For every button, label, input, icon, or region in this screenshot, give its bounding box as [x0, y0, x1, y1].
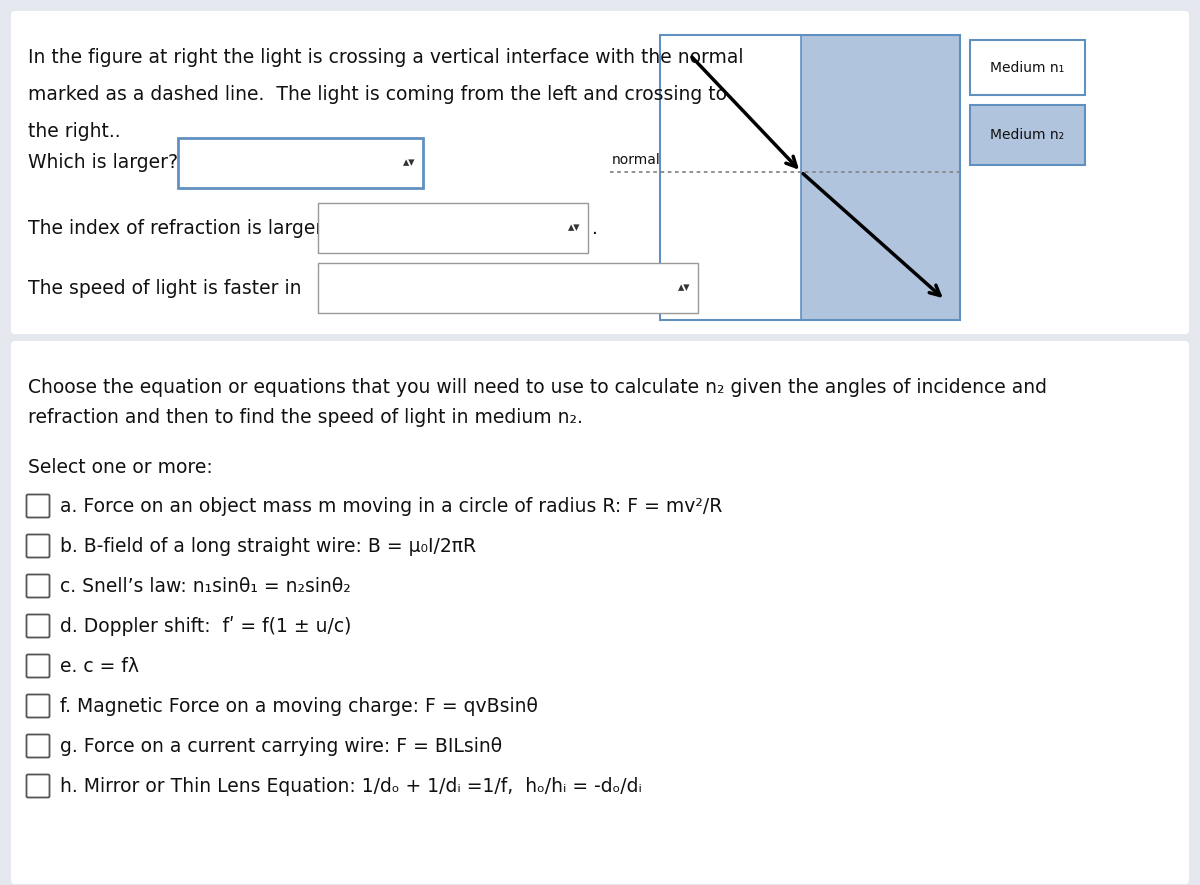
FancyBboxPatch shape: [26, 695, 49, 718]
FancyBboxPatch shape: [26, 574, 49, 597]
Text: Choose the equation or equations that you will need to use to calculate n₂ given: Choose the equation or equations that yo…: [28, 378, 1046, 397]
FancyBboxPatch shape: [11, 341, 1189, 884]
Text: ▴▾: ▴▾: [402, 157, 415, 170]
Text: normal: normal: [612, 153, 661, 166]
FancyBboxPatch shape: [26, 535, 49, 558]
Text: .: .: [592, 219, 598, 237]
FancyBboxPatch shape: [318, 263, 698, 313]
Text: g. Force on a current carrying wire: F = BILsinθ: g. Force on a current carrying wire: F =…: [60, 736, 502, 756]
Bar: [802, 35, 960, 320]
Text: e. c = fλ: e. c = fλ: [60, 657, 139, 675]
FancyBboxPatch shape: [318, 203, 588, 253]
Text: Medium n₁: Medium n₁: [990, 60, 1064, 74]
FancyBboxPatch shape: [11, 11, 1189, 334]
Text: ▴▾: ▴▾: [568, 221, 580, 235]
FancyBboxPatch shape: [26, 495, 49, 518]
Text: The speed of light is faster in: The speed of light is faster in: [28, 279, 301, 297]
FancyBboxPatch shape: [970, 105, 1085, 165]
FancyBboxPatch shape: [26, 774, 49, 797]
Bar: [660, 35, 802, 320]
Text: marked as a dashed line.  The light is coming from the left and crossing to: marked as a dashed line. The light is co…: [28, 85, 727, 104]
Text: Select one or more:: Select one or more:: [28, 458, 212, 477]
Text: Which is larger?: Which is larger?: [28, 153, 178, 173]
Text: d. Doppler shift:  fʹ = f(1 ± u/c): d. Doppler shift: fʹ = f(1 ± u/c): [60, 616, 352, 636]
FancyBboxPatch shape: [970, 40, 1085, 95]
Text: b. B-field of a long straight wire: B = μ₀I/2πR: b. B-field of a long straight wire: B = …: [60, 536, 476, 556]
Text: f. Magnetic Force on a moving charge: F = qvBsinθ: f. Magnetic Force on a moving charge: F …: [60, 696, 538, 715]
Text: h. Mirror or Thin Lens Equation: 1/dₒ + 1/dᵢ =1/f,  hₒ/hᵢ = -dₒ/dᵢ: h. Mirror or Thin Lens Equation: 1/dₒ + …: [60, 776, 642, 796]
Text: ▴▾: ▴▾: [678, 281, 690, 295]
Text: a. Force on an object mass m moving in a circle of radius R: F = mv²/R: a. Force on an object mass m moving in a…: [60, 496, 722, 515]
FancyBboxPatch shape: [26, 655, 49, 678]
FancyBboxPatch shape: [178, 138, 424, 188]
Text: In the figure at right the light is crossing a vertical interface with the norma: In the figure at right the light is cros…: [28, 48, 744, 67]
FancyBboxPatch shape: [26, 614, 49, 637]
Text: refraction and then to find the speed of light in medium n₂.: refraction and then to find the speed of…: [28, 408, 583, 427]
Text: c. Snell’s law: n₁sinθ₁ = n₂sinθ₂: c. Snell’s law: n₁sinθ₁ = n₂sinθ₂: [60, 576, 350, 596]
Text: Medium n₂: Medium n₂: [990, 128, 1064, 142]
Text: The index of refraction is larger: The index of refraction is larger: [28, 219, 323, 237]
Text: the right..: the right..: [28, 122, 121, 141]
FancyBboxPatch shape: [26, 735, 49, 758]
